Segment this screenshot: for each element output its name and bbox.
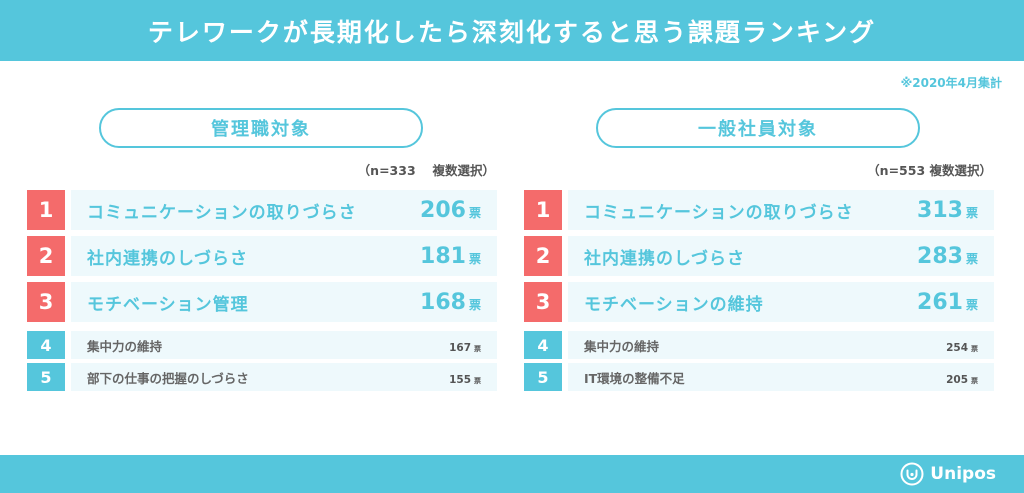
vote-unit: 票	[971, 344, 978, 353]
vote-count: 205 票	[946, 368, 978, 387]
vote-count: 155 票	[449, 368, 481, 387]
vote-unit: 票	[965, 297, 978, 312]
ranking-bar: 部下の仕事の把握のしづらさ 155 票	[71, 363, 497, 391]
brand-logo: Unipos	[900, 462, 996, 486]
vote-value: 313	[917, 197, 963, 223]
vote-count: 313 票	[917, 198, 978, 223]
vote-count: 254 票	[946, 336, 978, 355]
item-label: 社内連携のしづらさ	[87, 248, 248, 269]
ranking-bar: 集中力の維持 167 票	[71, 331, 497, 359]
rank-badge: 1	[524, 190, 562, 230]
vote-count: 181 票	[420, 244, 481, 269]
vote-unit: 票	[474, 344, 481, 353]
vote-value: 181	[420, 243, 466, 269]
rank-badge: 1	[27, 190, 65, 230]
rank-badge: 3	[27, 282, 65, 322]
vote-value: 206	[420, 197, 466, 223]
vote-unit: 票	[468, 205, 481, 220]
vote-count: 167 票	[449, 336, 481, 355]
item-label: IT環境の整備不足	[584, 370, 685, 386]
vote-unit: 票	[468, 297, 481, 312]
vote-unit: 票	[965, 205, 978, 220]
ranking-bar: コミュニケーションの取りづらさ 313 票	[568, 190, 994, 230]
vote-count: 261 票	[917, 290, 978, 315]
survey-date-note: ※2020年4月集計	[900, 76, 1002, 90]
footer-banner: Unipos	[0, 455, 1024, 493]
vote-value: 254	[946, 341, 968, 354]
vote-value: 167	[449, 341, 471, 354]
vote-count: 168 票	[420, 290, 481, 315]
unipos-logo-icon	[900, 462, 924, 486]
rank-badge: 4	[524, 331, 562, 359]
rank-badge: 3	[524, 282, 562, 322]
item-label: 部下の仕事の把握のしづらさ	[87, 370, 249, 386]
vote-unit: 票	[971, 376, 978, 385]
vote-value: 261	[917, 289, 963, 315]
ranking-bar: モチベーション管理 168 票	[71, 282, 497, 322]
item-label: 社内連携のしづらさ	[584, 248, 745, 269]
page-title: テレワークが長期化したら深刻化すると思う課題ランキング	[147, 17, 877, 47]
vote-unit: 票	[965, 251, 978, 266]
vote-unit: 票	[468, 251, 481, 266]
item-label: モチベーションの維持	[584, 294, 764, 315]
rank-badge: 2	[27, 236, 65, 276]
item-label: 集中力の維持	[584, 338, 660, 354]
vote-value: 205	[946, 373, 968, 386]
vote-count: 283 票	[917, 244, 978, 269]
item-label: 集中力の維持	[87, 338, 163, 354]
rank-badge: 2	[524, 236, 562, 276]
item-label: コミュニケーションの取りづらさ	[584, 202, 854, 223]
brand-name: Unipos	[930, 464, 996, 484]
vote-value: 168	[420, 289, 466, 315]
vote-value: 283	[917, 243, 963, 269]
rank-badge: 5	[27, 363, 65, 391]
rank-badge: 4	[27, 331, 65, 359]
panel-title-managers: 管理職対象	[99, 108, 423, 148]
item-label: コミュニケーションの取りづらさ	[87, 202, 357, 223]
item-label: モチベーション管理	[87, 294, 249, 315]
panel-title-employees: 一般社員対象	[596, 108, 920, 148]
sample-note-employees: （n=553 複数選択）	[867, 163, 992, 178]
ranking-bar: IT環境の整備不足 205 票	[568, 363, 994, 391]
ranking-bar: 集中力の維持 254 票	[568, 331, 994, 359]
ranking-bar: 社内連携のしづらさ 181 票	[71, 236, 497, 276]
vote-value: 155	[449, 373, 471, 386]
header-banner: テレワークが長期化したら深刻化すると思う課題ランキング	[0, 0, 1024, 61]
vote-unit: 票	[474, 376, 481, 385]
vote-count: 206 票	[420, 198, 481, 223]
sample-note-managers: （n=333 複数選択）	[357, 163, 495, 178]
ranking-bar: 社内連携のしづらさ 283 票	[568, 236, 994, 276]
ranking-bar: モチベーションの維持 261 票	[568, 282, 994, 322]
ranking-bar: コミュニケーションの取りづらさ 206 票	[71, 190, 497, 230]
rank-badge: 5	[524, 363, 562, 391]
